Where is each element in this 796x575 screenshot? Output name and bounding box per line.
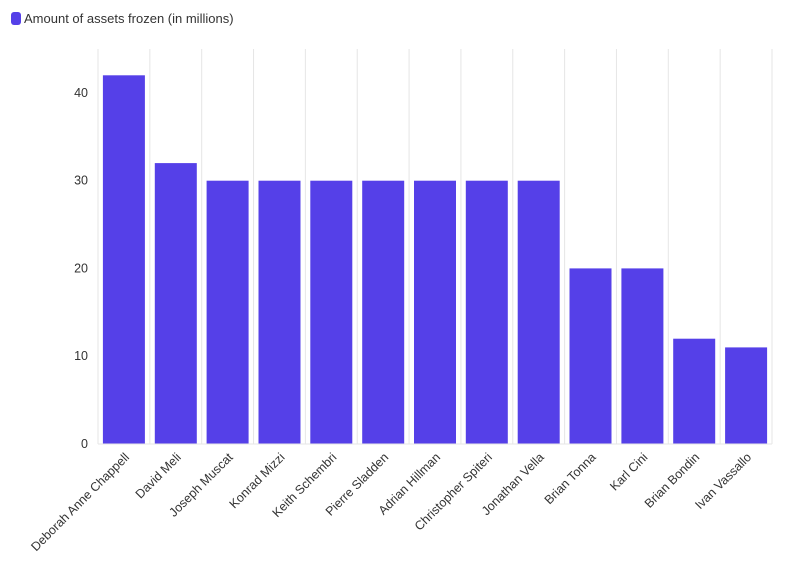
y-axis: 0 10 20 30 40 xyxy=(74,86,88,451)
bar-12[interactable] xyxy=(725,347,768,444)
bar-4[interactable] xyxy=(310,180,353,444)
y-tick-label: 10 xyxy=(74,349,88,363)
bar-3[interactable] xyxy=(258,180,301,444)
x-tick-label: Brian Tonna xyxy=(542,450,599,507)
legend: Amount of assets frozen (in millions) xyxy=(11,11,234,26)
bar-8[interactable] xyxy=(517,180,560,444)
legend-swatch xyxy=(11,12,21,25)
x-tick-label: David Meli xyxy=(133,450,184,501)
grid-lines xyxy=(97,49,773,444)
legend-label: Amount of assets frozen (in millions) xyxy=(24,11,234,26)
bar-10[interactable] xyxy=(621,268,664,444)
bar-0[interactable] xyxy=(102,75,145,445)
y-tick-label: 30 xyxy=(74,174,88,188)
bars xyxy=(102,75,768,445)
x-tick-label: Deborah Anne Chappell xyxy=(28,450,132,554)
y-tick-label: 20 xyxy=(74,261,88,275)
y-tick-label: 40 xyxy=(74,86,88,100)
y-tick-label: 0 xyxy=(81,437,88,451)
bar-7[interactable] xyxy=(465,180,508,444)
bar-5[interactable] xyxy=(362,180,405,444)
bar-1[interactable] xyxy=(154,163,197,444)
x-tick-label: Karl Cini xyxy=(607,450,650,493)
bar-11[interactable] xyxy=(673,338,716,444)
bar-6[interactable] xyxy=(414,180,456,444)
bar-2[interactable] xyxy=(206,180,249,444)
bar-9[interactable] xyxy=(569,268,612,444)
